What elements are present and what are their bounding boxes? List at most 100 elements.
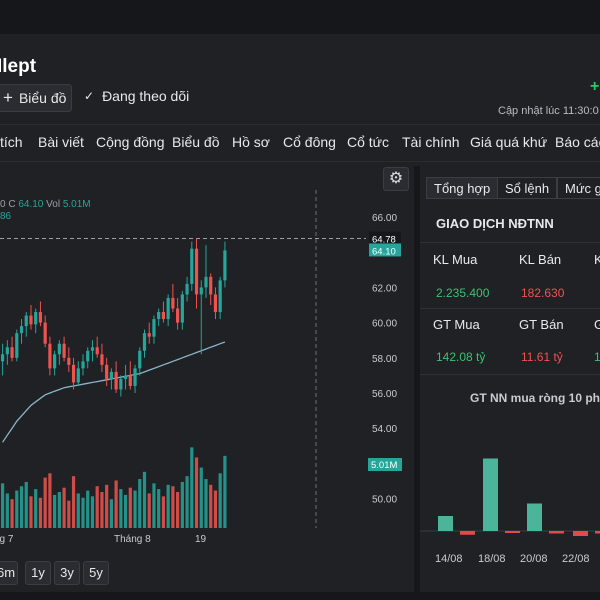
candle-body [57,343,61,355]
volume-bar [123,494,128,528]
candle-body [142,333,147,351]
volume-bar [194,457,199,528]
candlestick-chart[interactable]: 66.0064.7864.1062.0060.0058.0056.0054.00… [0,190,414,550]
divider-line [420,308,600,309]
volume-bar [100,492,104,528]
tab-order-book[interactable]: Sổ lệnh [497,177,558,199]
buy-volume-value: 2.235.400 [436,286,490,300]
net-buy-bar [527,503,542,531]
volume-bar [114,480,118,528]
ref-price-badge [369,231,401,245]
nav-community[interactable]: Cộng đồng [96,134,165,150]
volume-badge [368,458,402,471]
moving-average-line [2,341,226,443]
volume-bar [95,486,99,528]
tab-price-level[interactable]: Mức g [557,177,600,199]
volume-bar [171,486,175,528]
candle-body [176,308,180,323]
sell-value-label: GT Bán [519,317,564,332]
volume-bar [218,473,222,528]
chart-button[interactable]: + Biểu đồ [0,84,72,112]
gear-icon[interactable]: ⚙ [383,167,409,191]
price-tick-label: 62.00 [372,283,397,294]
volume-bar [176,492,180,528]
volume-bar [86,490,90,528]
candle-body [95,347,99,355]
candle-body [138,350,142,369]
updated-time: Cập nhật lúc 11:30:0 [498,105,599,117]
volume-bar [62,487,66,528]
add-icon[interactable]: + [590,78,600,95]
nav-financials[interactable]: Tài chính [402,134,460,150]
volume-bar [180,481,184,528]
x-axis-label: 19 [195,534,207,545]
candle-body [81,361,85,369]
price-tick-label: 56.00 [372,389,397,400]
candle-body [5,347,9,355]
volume-bar [19,486,24,528]
divider-line [420,242,600,243]
candle-body [90,347,95,351]
price-tick-label: 58.00 [372,354,397,365]
net-buy-date-label: 20/08 [520,553,548,565]
buy-value-label: GT Mua [433,317,480,332]
volume-bar [138,479,142,528]
volume-bar [67,500,71,528]
stock-title: Ilept [0,56,37,77]
net-buy-bar-chart: 14/08 18/08 20/08 22/08 [420,458,600,565]
volume-bar [105,484,109,528]
candle-body [223,250,227,281]
volume-bar [157,489,161,528]
volume-bar [71,476,76,528]
candle-body [209,276,213,295]
volume-bar [43,477,47,528]
volume-bar [213,490,218,528]
volume-bar [53,494,57,528]
net-buy-bar [460,531,475,535]
net-buy-date-label: 18/08 [478,553,506,565]
nav-profile[interactable]: Hồ sơ [232,134,270,150]
foreign-trading-title: GIAO DỊCH NĐTNN [436,216,554,231]
nav-shareholders[interactable]: Cổ đông [283,134,336,150]
volume-bar [199,467,203,528]
net-buy-bar [549,531,564,534]
candle-body [133,368,137,386]
volume-bar [152,483,156,528]
range-1y[interactable]: 1y [25,561,51,585]
nav-dividends[interactable]: Cổ tức [347,134,390,150]
volume-bar [185,476,189,528]
nav-articles[interactable]: Bài viết [38,134,84,150]
check-icon: ✓ [84,89,95,103]
nav-chart[interactable]: Biểu đồ [172,134,220,150]
volume-bar [5,493,9,528]
last-price-label: 64.10 [372,246,396,257]
chart-button-label: Biểu đồ [18,90,67,106]
candle-body [34,312,38,325]
nav-price-history[interactable]: Giá quá khứ [470,134,548,150]
candle-body [38,312,43,323]
volume-bar [57,492,61,528]
candle-body [15,333,19,358]
range-5y[interactable]: 5y [83,561,109,585]
panel-divider [414,166,420,596]
tab-summary[interactable]: Tổng hợp [426,177,499,199]
buy-volume-label: KL Mua [433,252,478,267]
candle-body [1,354,5,362]
sell-volume-label: KL Bán [519,252,562,267]
candle-body [48,343,52,369]
range-3y[interactable]: 3y [54,561,80,585]
ohlc-readout: 0 C 64.10 Vol 5.01M [0,199,91,210]
volume-bar [223,455,227,528]
nav-analysis[interactable]: tích [0,134,23,150]
volume-bar [15,490,19,528]
sell-volume-value: 182.630 [521,286,565,300]
volume-bar [204,479,208,528]
follow-toggle[interactable]: ✓ Đang theo dõi [84,88,189,104]
nav-reports[interactable]: Báo cáo [555,134,600,150]
candle-body [218,280,222,313]
volume-bar [133,490,137,528]
range-6m[interactable]: 6m [0,561,18,585]
candle-body [76,368,80,383]
volume-bar [29,496,33,528]
x-axis-label: ng 7 [0,534,14,545]
